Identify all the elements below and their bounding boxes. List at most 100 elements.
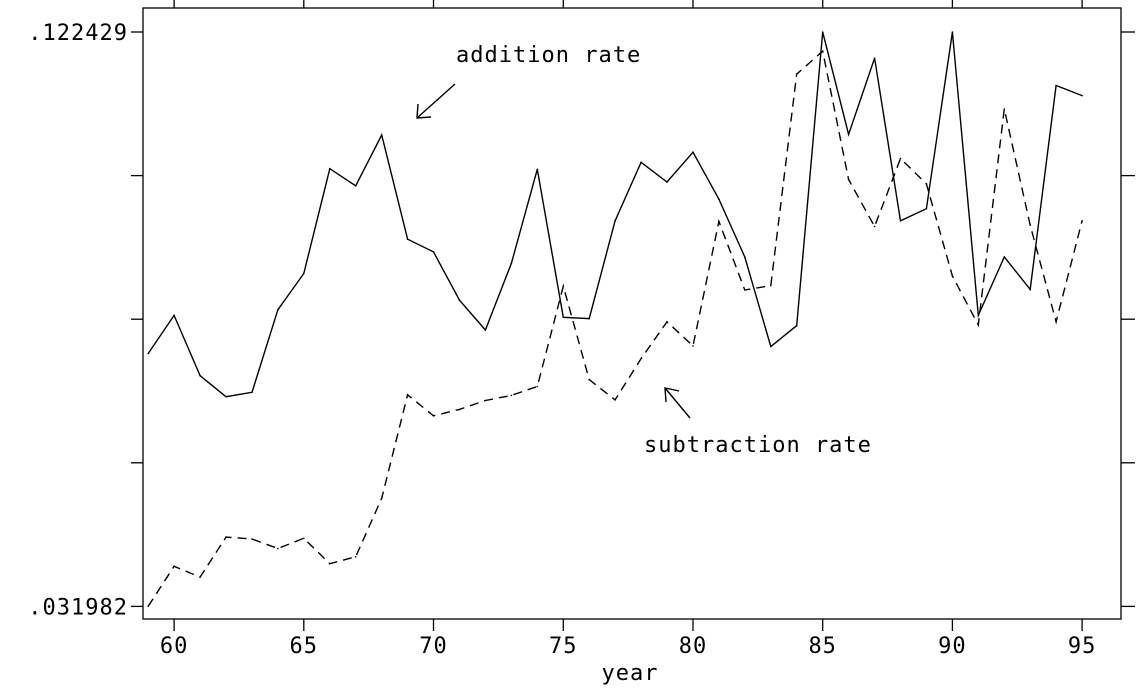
data-point-subtraction-rate-64	[277, 547, 279, 550]
data-point-subtraction-rate-67	[354, 556, 357, 558]
data-point-subtraction-rate-69	[406, 394, 409, 396]
series-line-subtraction-rate	[147, 49, 1083, 607]
x-tick-label-95: 95	[1068, 634, 1097, 659]
data-point-subtraction-rate-91	[977, 324, 980, 326]
data-point-subtraction-rate-61	[199, 576, 201, 578]
y-tick-label-4: .122429	[28, 21, 128, 46]
data-point-subtraction-rate-75	[562, 285, 565, 288]
data-point-subtraction-rate-62	[225, 536, 227, 538]
data-point-addition-rate-88	[899, 220, 902, 222]
data-point-addition-rate-87	[873, 57, 876, 59]
data-point-subtraction-rate-82	[744, 289, 746, 291]
data-point-subtraction-rate-72	[484, 399, 487, 402]
data-point-addition-rate-78	[640, 161, 642, 164]
data-point-addition-rate-61	[199, 374, 201, 377]
data-point-addition-rate-72	[484, 329, 487, 331]
data-point-addition-rate-77	[614, 220, 616, 222]
x-tick-label-80: 80	[679, 634, 708, 659]
data-point-addition-rate-75	[562, 316, 565, 319]
x-tick-label-70: 70	[419, 634, 448, 659]
data-point-addition-rate-94	[1055, 84, 1057, 87]
data-point-addition-rate-83	[770, 345, 772, 348]
data-point-addition-rate-81	[718, 198, 720, 200]
data-point-addition-rate-68	[380, 134, 383, 136]
data-point-addition-rate-84	[795, 324, 798, 327]
data-point-subtraction-rate-93	[1029, 224, 1031, 226]
data-point-subtraction-rate-84	[795, 73, 798, 75]
data-point-subtraction-rate-68	[380, 497, 383, 500]
annotation-addition-rate: addition rate	[416, 43, 641, 119]
data-point-subtraction-rate-59	[147, 605, 149, 608]
data-point-subtraction-rate-65	[303, 537, 305, 540]
data-point-subtraction-rate-70	[432, 415, 435, 417]
data-point-subtraction-rate-83	[770, 284, 772, 287]
data-point-subtraction-rate-66	[329, 562, 331, 565]
data-point-subtraction-rate-74	[536, 385, 539, 388]
data-point-subtraction-rate-92	[1003, 108, 1006, 110]
data-point-addition-rate-65	[303, 272, 305, 275]
annotation-addition-rate-arrow	[416, 83, 456, 119]
series-line-addition-rate	[147, 31, 1083, 398]
data-point-subtraction-rate-87	[873, 225, 876, 228]
annotation-subtraction-rate: subtraction rate	[644, 387, 872, 458]
data-point-subtraction-rate-90	[951, 275, 954, 277]
data-point-addition-rate-63	[251, 391, 253, 394]
data-point-addition-rate-92	[1003, 256, 1006, 258]
data-point-addition-rate-59	[147, 352, 149, 355]
annotation-addition-rate-arrowhead	[416, 103, 432, 119]
data-point-addition-rate-67	[354, 185, 357, 187]
data-point-addition-rate-70	[432, 251, 435, 253]
data-point-subtraction-rate-85	[821, 50, 824, 52]
data-point-subtraction-rate-60	[173, 565, 175, 568]
data-point-addition-rate-90	[951, 31, 954, 33]
data-point-subtraction-rate-76	[588, 378, 590, 381]
x-tick-label-85: 85	[808, 634, 837, 659]
y-tick-label-0: .031982	[28, 595, 128, 620]
data-point-addition-rate-73	[510, 262, 513, 265]
annotation-subtraction-rate-arrow	[664, 387, 691, 419]
y-axis-ticks: .031982 .122429	[28, 21, 1135, 620]
data-point-addition-rate-74	[536, 168, 539, 171]
data-point-subtraction-rate-63	[251, 538, 253, 540]
annotation-addition-rate-label: addition rate	[456, 43, 641, 68]
x-tick-label-75: 75	[549, 634, 578, 659]
data-point-subtraction-rate-73	[510, 394, 513, 397]
data-point-subtraction-rate-71	[458, 408, 461, 411]
data-point-subtraction-rate-80	[692, 345, 694, 347]
x-tick-label-65: 65	[290, 634, 319, 659]
data-point-addition-rate-85	[821, 31, 824, 33]
x-tick-label-90: 90	[938, 634, 967, 659]
data-point-subtraction-rate-95	[1081, 220, 1083, 222]
data-point-subtraction-rate-94	[1055, 321, 1057, 323]
data-point-subtraction-rate-81	[718, 220, 720, 223]
data-point-addition-rate-80	[692, 151, 694, 153]
data-point-addition-rate-79	[666, 181, 668, 183]
data-point-subtraction-rate-89	[925, 183, 928, 185]
x-axis-title: year	[602, 661, 659, 686]
data-point-addition-rate-76	[588, 317, 590, 320]
annotation-subtraction-rate-label: subtraction rate	[644, 433, 872, 458]
series-layer	[147, 31, 1083, 608]
data-point-addition-rate-69	[406, 238, 409, 240]
data-point-addition-rate-93	[1029, 288, 1031, 291]
data-point-addition-rate-86	[847, 133, 850, 136]
annotation-subtraction-rate-arrowhead	[664, 387, 680, 403]
data-point-addition-rate-66	[329, 167, 331, 170]
data-point-addition-rate-62	[225, 395, 227, 398]
data-point-subtraction-rate-79	[666, 321, 668, 323]
data-point-addition-rate-71	[458, 299, 461, 302]
plot-frame	[142, 7, 1122, 620]
data-point-addition-rate-91	[977, 314, 980, 317]
data-point-subtraction-rate-86	[847, 178, 850, 181]
data-point-subtraction-rate-78	[640, 357, 642, 360]
data-point-subtraction-rate-77	[614, 399, 616, 401]
data-point-addition-rate-82	[744, 256, 746, 258]
x-axis-ticks: 60 65 70 75 80 85 90 95	[160, 0, 1097, 659]
data-point-addition-rate-89	[925, 207, 928, 210]
data-point-addition-rate-64	[277, 308, 279, 311]
data-point-addition-rate-95	[1081, 94, 1083, 97]
x-tick-label-60: 60	[160, 634, 189, 659]
data-point-addition-rate-60	[173, 314, 175, 317]
data-point-subtraction-rate-88	[899, 157, 902, 160]
